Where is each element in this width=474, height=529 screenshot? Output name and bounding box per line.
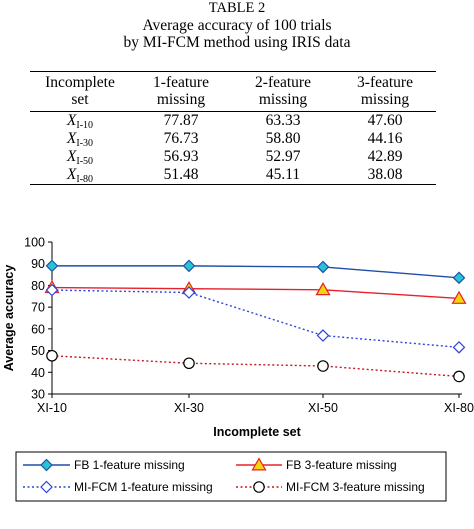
y-tick-label: 50 [31, 344, 45, 358]
data-point-marker [251, 457, 267, 471]
header-1-feature-missing: 1-feature missing [153, 74, 209, 108]
x-tick-label: XI-50 [308, 401, 338, 415]
data-point-marker [182, 286, 196, 299]
caption-line-2: Average accuracy of 100 trials [142, 17, 332, 34]
y-tick-label: 80 [31, 279, 45, 293]
table-cell: 38.08 [367, 166, 403, 183]
row-set-name: XI-80 [66, 166, 94, 185]
table-header-row: Incomplete set 1-feature missing 2-feature… [30, 71, 436, 112]
y-tick-label: 30 [31, 388, 45, 402]
data-point-marker [452, 341, 466, 354]
y-tick-label: 60 [31, 322, 45, 336]
legend-item: MI-FCM 1-feature missing [23, 480, 213, 494]
series-1 [45, 259, 466, 285]
table-block: TABLE 2 Average accuracy of 100 trials b… [0, 0, 474, 185]
series-2 [44, 279, 467, 304]
table-cell: 76.73 [163, 130, 199, 147]
legend-item: MI-FCM 3-feature missing [236, 480, 425, 494]
series-line [51, 355, 460, 378]
data-point-marker [315, 282, 331, 296]
legend-label: MI-FCM 1-feature missing [74, 480, 213, 494]
legend-item: FB 3-feature missing [236, 457, 397, 472]
series-3 [45, 283, 466, 354]
data-point-marker [453, 370, 465, 383]
x-axis-title: Incomplete set [213, 425, 301, 439]
table-row: XI-80 51.48 45.11 38.08 [30, 166, 436, 185]
table-row: XI-30 76.73 58.80 44.16 [30, 130, 436, 149]
data-point-marker [451, 290, 467, 304]
legend-label: FB 1-feature missing [74, 458, 185, 472]
data-point-marker [316, 329, 330, 342]
table-row: XI-50 56.93 52.97 42.89 [30, 148, 436, 167]
table-cell: 44.16 [367, 130, 403, 147]
y-tick-label: 40 [31, 366, 45, 380]
data-point-marker [183, 357, 195, 370]
legend-label: FB 3-feature missing [286, 458, 397, 472]
header-3-feature-missing: 3-feature missing [357, 74, 413, 108]
x-tick-label: XI-80 [444, 401, 474, 415]
y-tick-label: 70 [31, 301, 45, 315]
data-point-marker [45, 259, 59, 273]
caption-line-1: TABLE 2 [208, 0, 266, 16]
table-cell: 47.60 [367, 112, 403, 129]
row-set-name: XI-50 [66, 148, 94, 167]
row-set-name: XI-30 [66, 130, 94, 149]
series-4 [46, 349, 465, 383]
legend-box [15, 451, 447, 502]
series-line [51, 289, 460, 349]
data-point-marker [40, 458, 53, 472]
x-tick-label: XI-30 [174, 401, 204, 415]
data-point-marker [182, 259, 196, 273]
row-set-name: XI-10 [66, 112, 94, 131]
table-cell: 45.11 [265, 166, 301, 183]
accuracy-table: Incomplete set 1-feature missing 2-feature… [30, 71, 436, 185]
data-point-marker [317, 360, 329, 372]
table-cell: 77.87 [163, 112, 199, 129]
table-cell: 52.97 [265, 148, 301, 165]
table-cell: 58.80 [265, 130, 301, 147]
header-2-feature-missing: 2-feature missing [255, 74, 311, 108]
table-caption: TABLE 2 Average accuracy of 100 trials b… [0, 0, 474, 51]
data-point-marker [40, 480, 53, 494]
table-cell: 56.93 [163, 148, 199, 165]
data-point-marker [46, 349, 58, 362]
y-tick-label: 90 [31, 257, 45, 271]
table-row: XI-10 77.87 63.33 47.60 [30, 112, 436, 131]
table-cell: 51.48 [163, 166, 199, 183]
data-point-marker [316, 260, 330, 274]
caption-line-3: by MI-FCM method using IRIS data [123, 34, 351, 51]
y-axis-title: Average accuracy [2, 265, 16, 372]
header-incomplete-set: Incomplete set [45, 74, 115, 108]
table-cell: 42.89 [367, 148, 403, 165]
series-line [51, 286, 460, 300]
legend-item: FB 1-feature missing [23, 458, 185, 472]
legend: FB 1-feature missing FB 3-feature missing… [15, 451, 447, 502]
table-cell: 63.33 [265, 112, 301, 129]
x-tick-label: XI-10 [37, 401, 67, 415]
legend-label: MI-FCM 3-feature missing [286, 480, 425, 494]
y-tick-label: 100 [24, 236, 45, 250]
data-point-marker [45, 283, 59, 297]
data-point-marker [452, 271, 466, 285]
data-point-marker [253, 481, 265, 493]
series-line [52, 265, 460, 279]
